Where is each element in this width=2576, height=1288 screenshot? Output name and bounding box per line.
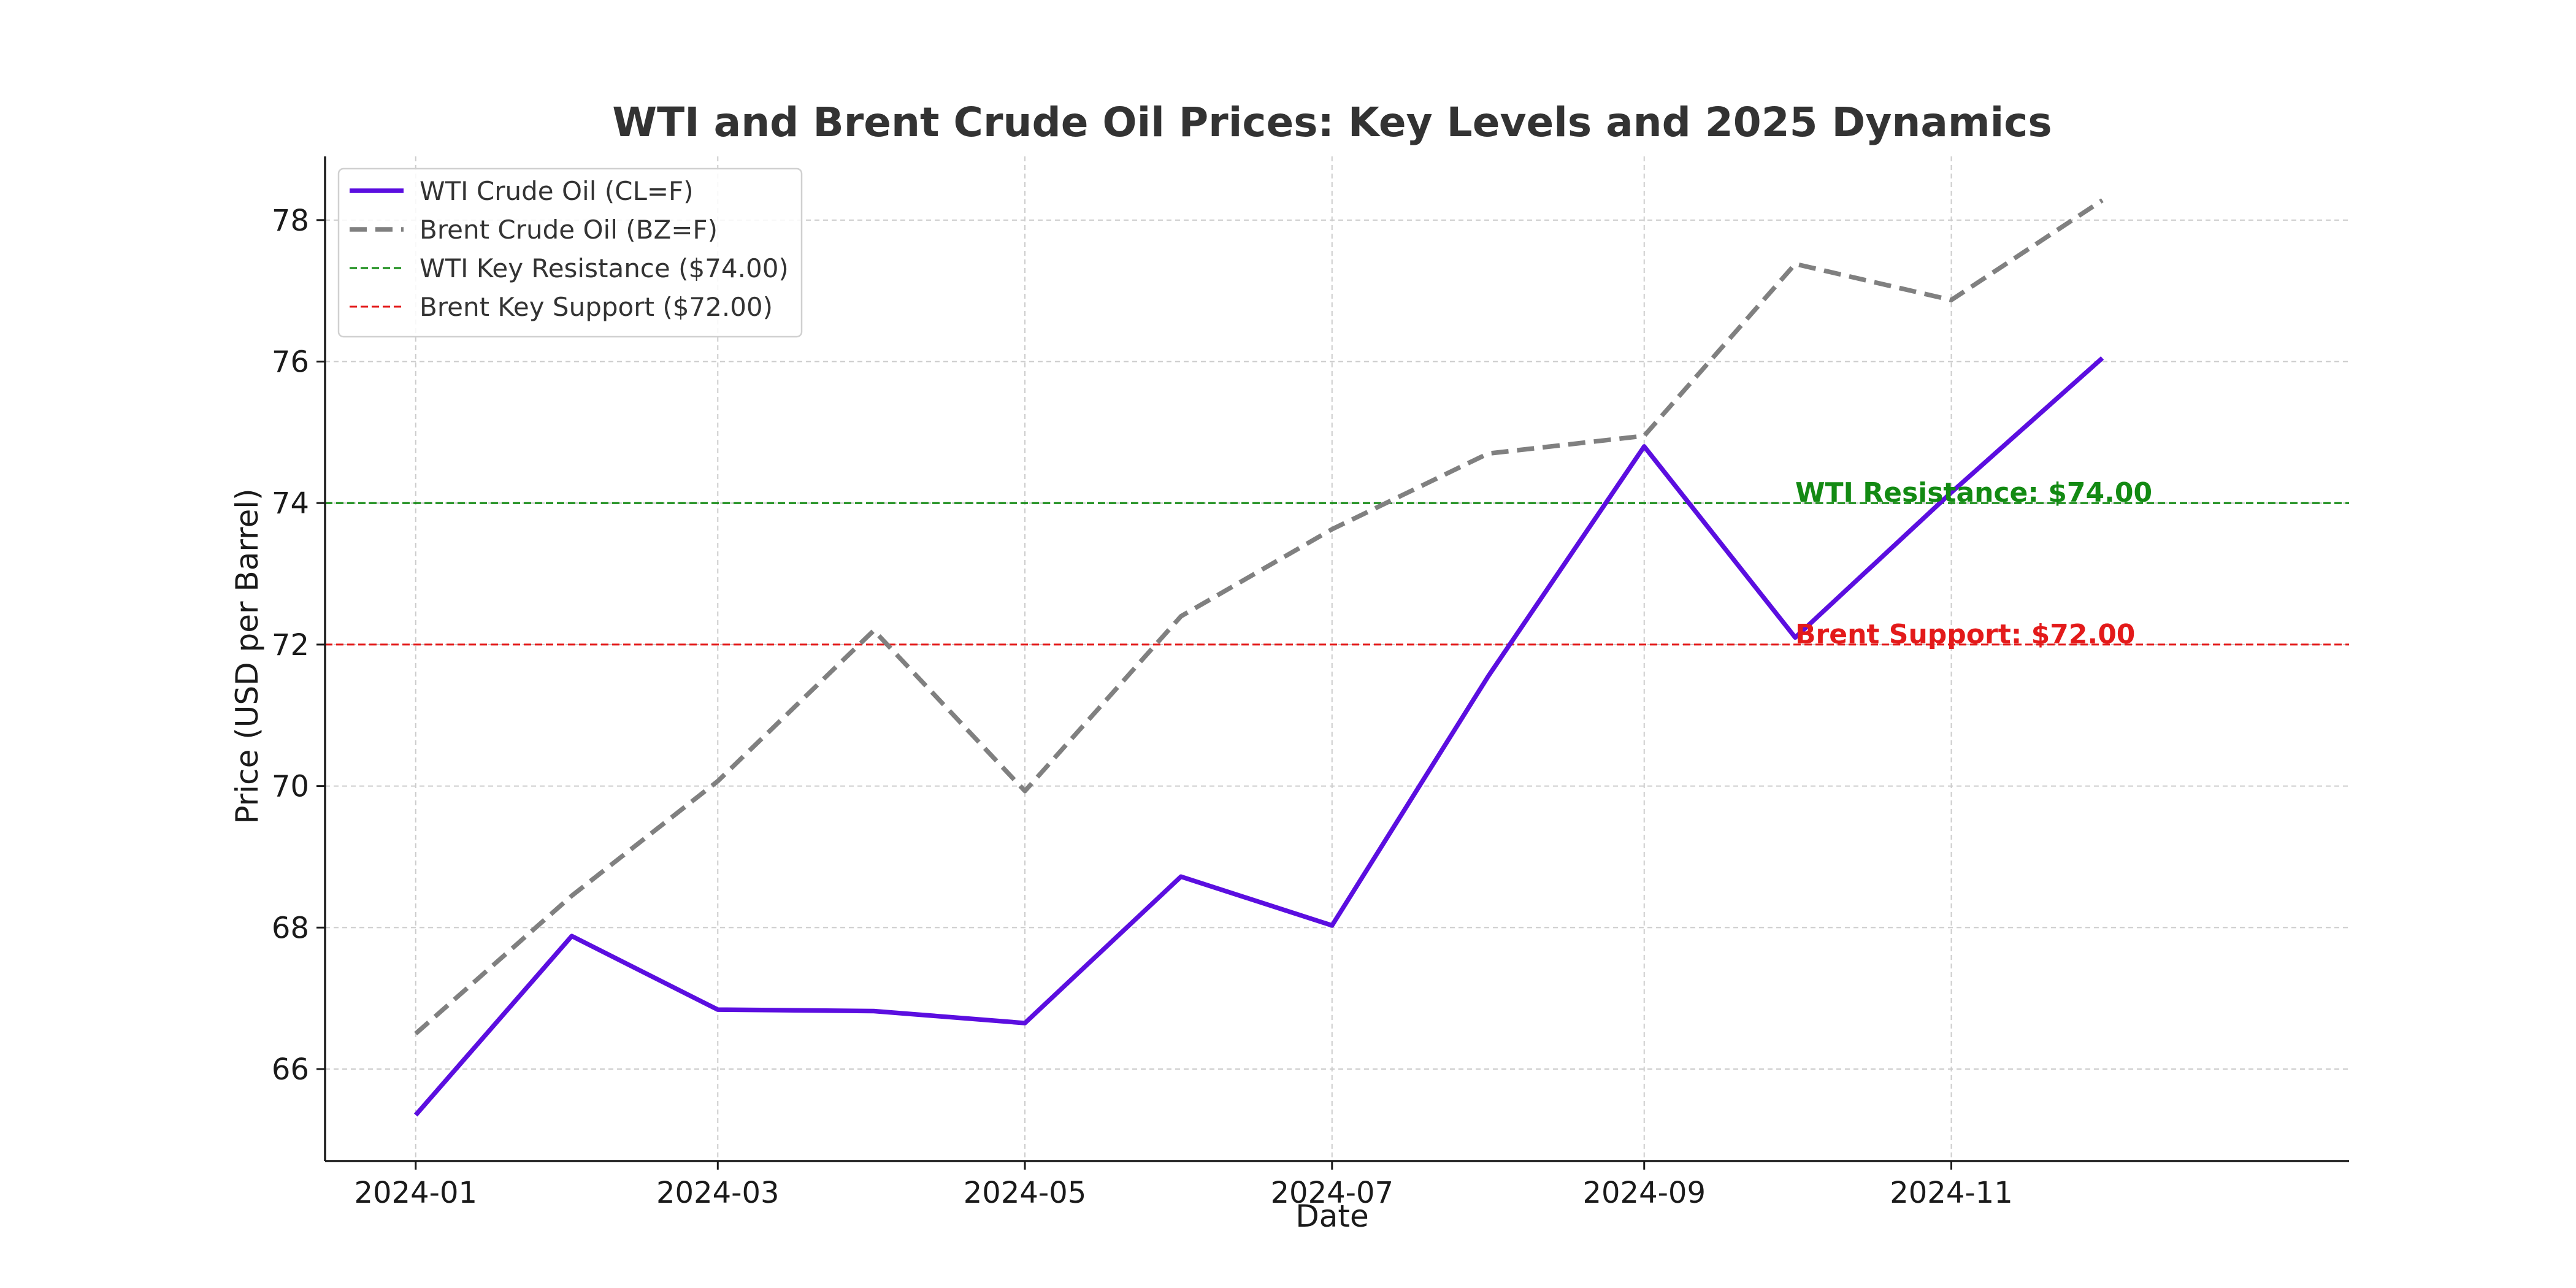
y-tick-label: 70	[272, 770, 309, 804]
chart-title: WTI and Brent Crude Oil Prices: Key Leve…	[612, 99, 2052, 146]
ticks: 2024-01 2024-03 2024-05 2024-07 2024-09 2024-…	[272, 204, 2013, 1210]
x-tick-label: 2024-11	[1890, 1176, 2013, 1210]
reference-lines	[325, 502, 2349, 646]
y-tick-label: 76	[272, 345, 309, 380]
legend-label-2: Brent Crude Oil (BZ=F)	[420, 215, 718, 245]
x-tick-label: 2024-05	[964, 1176, 1087, 1210]
x-tick-label: 2024-01	[354, 1176, 477, 1210]
x-tick-label: 2024-07	[1271, 1176, 1394, 1210]
y-tick-label: 72	[272, 628, 309, 662]
series-line-2	[414, 198, 2104, 1036]
x-axis-label: Date	[1295, 1198, 1369, 1234]
annotations: WTI Resistance: $74.00 Brent Support: $72…	[1795, 477, 2152, 650]
axes	[324, 156, 2349, 1162]
y-axis-label: Price (USD per Barrel)	[229, 488, 265, 824]
y-tick-label: 66	[272, 1052, 309, 1087]
legend: WTI Crude Oil (CL=F) Brent Crude Oil (BZ=…	[337, 167, 803, 338]
x-tick-label: 2024-03	[656, 1176, 780, 1210]
series-line-1	[413, 356, 2104, 1117]
legend-label-1: WTI Crude Oil (CL=F)	[420, 176, 694, 206]
legend-label-3: WTI Key Resistance ($74.00)	[420, 253, 789, 283]
x-tick-label: 2024-09	[1582, 1176, 1706, 1210]
y-tick-label: 68	[272, 911, 309, 945]
y-tick-label: 78	[272, 204, 309, 238]
legend-label-4: Brent Key Support ($72.00)	[420, 292, 773, 322]
legend-box	[337, 167, 803, 338]
series-lines	[413, 198, 2104, 1117]
reference-label-1: WTI Resistance: $74.00	[1795, 477, 2152, 508]
y-tick-label: 74	[272, 486, 309, 521]
reference-label-2: Brent Support: $72.00	[1795, 619, 2135, 650]
